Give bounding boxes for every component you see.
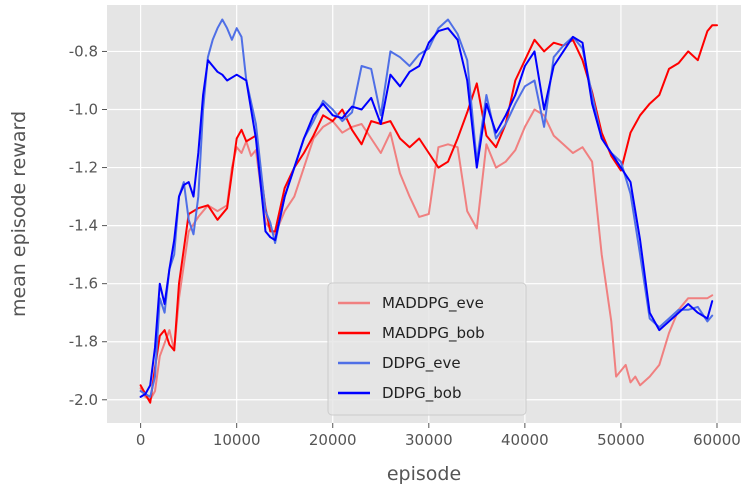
x-tick-label: 0 bbox=[136, 431, 146, 449]
y-tick-label: -0.8 bbox=[69, 42, 98, 60]
x-tick-label: 40000 bbox=[501, 431, 549, 449]
y-tick-labels: -2.0 -1.8 -1.6 -1.4 -1.2 -1.0 -0.8 bbox=[69, 42, 107, 409]
series-lines bbox=[139, 18, 718, 404]
x-tick-label: 30000 bbox=[405, 431, 453, 449]
legend-label-maddpg-eve: MADDPG_eve bbox=[382, 294, 484, 313]
y-tick-label: -1.2 bbox=[69, 159, 98, 177]
y-tick-label: -1.0 bbox=[69, 101, 98, 119]
x-tick-label: 60000 bbox=[693, 431, 741, 449]
x-tick-label: 50000 bbox=[597, 431, 645, 449]
x-axis-label: episode bbox=[387, 463, 461, 485]
legend-box bbox=[327, 282, 527, 416]
x-tick-labels: 0 10000 20000 30000 40000 50000 60000 bbox=[136, 423, 741, 449]
y-axis-label: mean episode reward bbox=[8, 111, 30, 317]
y-tick-label: -1.6 bbox=[69, 275, 98, 293]
legend-label-ddpg-eve: DDPG_eve bbox=[382, 354, 461, 373]
series-line-ddpg-bob bbox=[139, 27, 714, 398]
series-line-maddpg-bob bbox=[139, 24, 718, 404]
x-tick-label: 20000 bbox=[309, 431, 357, 449]
x-tick-label: 10000 bbox=[213, 431, 261, 449]
y-tick-label: -1.8 bbox=[69, 333, 98, 351]
y-tick-label: -1.4 bbox=[69, 217, 98, 235]
legend-label-maddpg-bob: MADDPG_bob bbox=[382, 324, 485, 343]
y-tick-label: -2.0 bbox=[69, 391, 98, 409]
legend: MADDPG_eve MADDPG_bob DDPG_eve DDPG_bob bbox=[327, 282, 527, 416]
series-line-maddpg-eve bbox=[139, 108, 714, 401]
legend-label-ddpg-bob: DDPG_bob bbox=[382, 384, 462, 403]
